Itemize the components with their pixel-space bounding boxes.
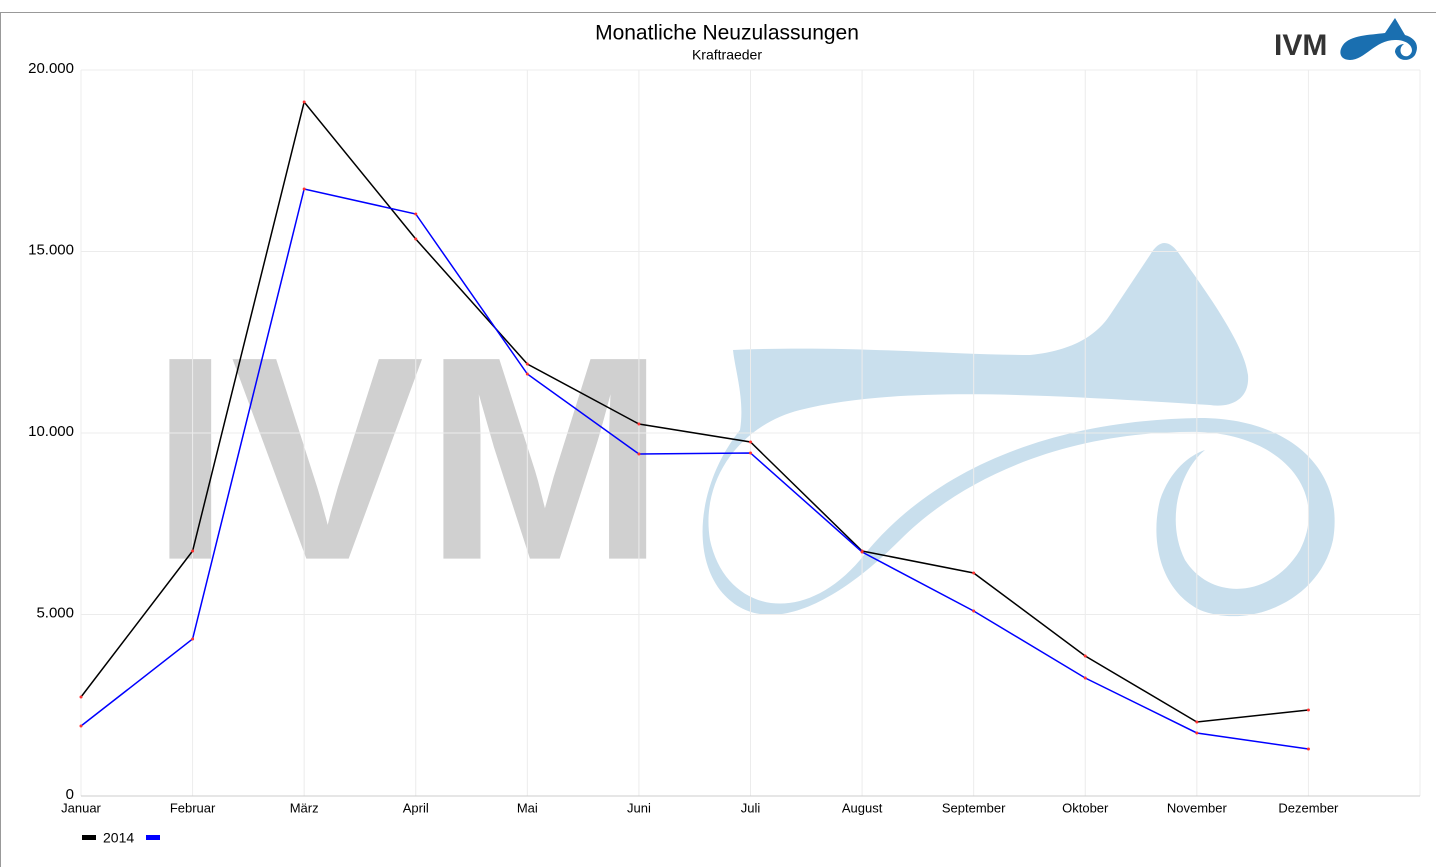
point-marker [1195,731,1198,734]
y-tick-label: 10.000 [28,423,74,440]
point-marker [303,101,306,104]
point-marker [526,373,529,376]
chart: IVM Monatliche Neuzulassungen Kraftraede… [0,0,1436,867]
chart-title: Monatliche Neuzulassungen [595,22,859,45]
point-marker [1307,747,1310,750]
point-marker [526,362,529,365]
y-tick-label: 5.000 [36,604,74,621]
y-tick-label: 15.000 [28,241,74,258]
x-tick-label: November [1167,800,1228,815]
watermark-swoosh [703,243,1335,616]
x-tick-label: Oktober [1062,800,1109,815]
x-tick-label: September [942,800,1006,815]
x-tick-label: Februar [170,800,216,815]
logo: IVM [1274,18,1417,62]
point-marker [191,638,194,641]
point-marker [749,452,752,455]
point-marker [972,610,975,613]
x-tick-label: Juni [627,800,651,815]
point-marker [749,441,752,444]
watermark-text: IVM [150,297,666,621]
y-tick-label: 0 [66,786,74,803]
point-marker [191,550,194,553]
point-marker [1307,709,1310,712]
point-marker [303,187,306,190]
point-marker [414,238,417,241]
chart-subtitle: Kraftraeder [692,47,762,63]
x-tick-label: Dezember [1278,800,1339,815]
x-tick-label: April [403,800,429,815]
point-marker [80,725,83,728]
x-tick-label: März [290,800,319,815]
point-marker [972,572,975,575]
x-tick-label: August [842,800,883,815]
point-marker [414,213,417,216]
legend-swatch [82,835,96,840]
point-marker [1084,654,1087,657]
x-tick-label: Mai [517,800,538,815]
logo-swoosh [1340,18,1417,60]
y-tick-label: 20.000 [28,60,74,77]
logo-text: IVM [1274,29,1327,62]
point-marker [80,696,83,699]
point-marker [1084,676,1087,679]
watermark: IVM [150,243,1335,621]
x-tick-label: Juli [741,800,761,815]
point-marker [861,550,864,553]
point-marker [637,453,640,456]
point-marker [1195,720,1198,723]
point-marker [637,422,640,425]
legend-label: 2014 [103,830,134,846]
legend-swatch [146,835,160,840]
